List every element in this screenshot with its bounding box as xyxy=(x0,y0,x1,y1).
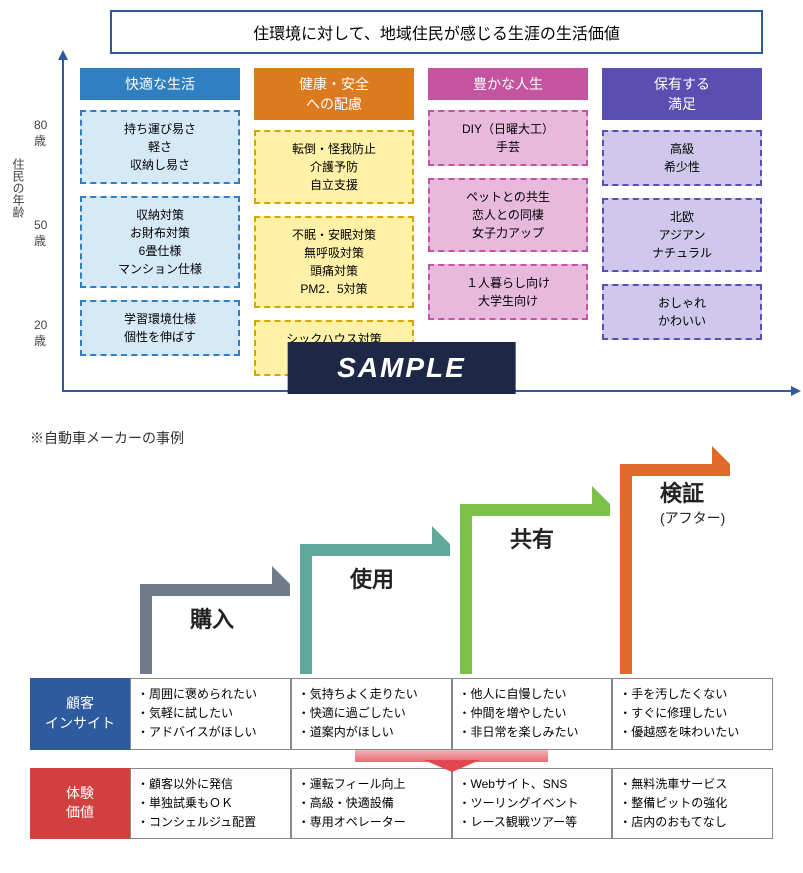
step-bar-vertical xyxy=(460,504,472,674)
top-chart: 住環境に対して、地域住民が感じる生涯の生活価値 住民の年齢 80歳50歳20歳 … xyxy=(0,0,803,398)
grid-cell: 不眠・安眠対策無呼吸対策頭痛対策PM2．5対策 xyxy=(254,216,414,308)
column-header: 健康・安全への配慮 xyxy=(254,68,414,120)
step-triangle-icon xyxy=(712,446,730,464)
top-column: 保有する満足高級希少性北欧アジアンナチュラルおしゃれかわいい xyxy=(602,68,762,388)
grid-cell: １人暮らし向け大学生向け xyxy=(428,264,588,320)
y-tick: 20歳 xyxy=(34,318,47,349)
grid-cell: 北欧アジアンナチュラル xyxy=(602,198,762,272)
stair-steps: 購入 使用 共有 検証(アフター) xyxy=(30,454,773,674)
table-cell: ・手を汚したくない・すぐに修理したい・優越感を味わいたい xyxy=(612,678,773,750)
top-title: 住環境に対して、地域住民が感じる生涯の生活価値 xyxy=(110,10,763,54)
bottom-diagram: ※自動車メーカーの事例 購入 使用 共有 検証(アフター) 顧客インサイト・周囲に褒め… xyxy=(0,398,803,859)
grid-cell: 収納対策お財布対策6畳仕様マンション仕様 xyxy=(80,196,240,288)
step-label: 購入 xyxy=(190,602,234,634)
grid-cell: 持ち運び易さ軽さ収納し易さ xyxy=(80,110,240,184)
table-row: 体験価値・顧客以外に発信・単独試乗もＯＫ・コンシェルジュ配置・運転フィール向上・… xyxy=(30,768,773,840)
y-tick: 50歳 xyxy=(34,218,47,249)
step-bar-horizontal xyxy=(460,504,610,516)
column-header: 豊かな人生 xyxy=(428,68,588,100)
top-grid: 住民の年齢 80歳50歳20歳 快適な生活持ち運び易さ軽さ収納し易さ収納対策お財… xyxy=(60,68,773,388)
step-label: 使用 xyxy=(350,562,394,594)
step-label: 共有 xyxy=(510,522,554,554)
step-sublabel: (アフター) xyxy=(660,508,725,528)
y-tick: 80歳 xyxy=(34,118,47,149)
grid-cell: 学習環境仕様個性を伸ばす xyxy=(80,300,240,356)
row-cells: ・周囲に褒められたい・気軽に試したい・アドバイスがほしい・気持ちよく走りたい・快… xyxy=(130,678,773,750)
table-cell: ・Webサイト、SNS・ツーリングイベント・レース観戦ツアー等 xyxy=(452,768,613,840)
table-cell: ・他人に自慢したい・仲間を増やしたい・非日常を楽しみたい xyxy=(452,678,613,750)
step-bar-horizontal xyxy=(140,584,290,596)
top-columns: 快適な生活持ち運び易さ軽さ収納し易さ収納対策お財布対策6畳仕様マンション仕様学習… xyxy=(60,68,773,388)
down-arrow-icon xyxy=(130,750,773,768)
grid-cell: おしゃれかわいい xyxy=(602,284,762,340)
grid-cell: ペットとの共生恋人との同棲女子力アップ xyxy=(428,178,588,252)
grid-cell: 転倒・怪我防止介護予防自立支援 xyxy=(254,130,414,204)
sample-badge: SAMPLE xyxy=(287,342,516,394)
step-triangle-icon xyxy=(272,566,290,584)
column-header: 保有する満足 xyxy=(602,68,762,120)
grid-cell: DIY（日曜大工）手芸 xyxy=(428,110,588,166)
step-bar-vertical xyxy=(620,464,632,674)
top-column: 健康・安全への配慮転倒・怪我防止介護予防自立支援不眠・安眠対策無呼吸対策頭痛対策… xyxy=(254,68,414,388)
row-label: 顧客インサイト xyxy=(30,678,130,750)
grid-cell: 高級希少性 xyxy=(602,130,762,186)
top-column: 豊かな人生 DIY（日曜大工）手芸ペットとの共生恋人との同棲女子力アップ １人暮らし… xyxy=(428,68,588,388)
step-triangle-icon xyxy=(592,486,610,504)
table-cell: ・顧客以外に発信・単独試乗もＯＫ・コンシェルジュ配置 xyxy=(130,768,291,840)
table-cell: ・周囲に褒められたい・気軽に試したい・アドバイスがほしい xyxy=(130,678,291,750)
case-note: ※自動車メーカーの事例 xyxy=(30,428,773,448)
bottom-tables: 顧客インサイト・周囲に褒められたい・気軽に試したい・アドバイスがほしい・気持ちよ… xyxy=(30,678,773,839)
column-header: 快適な生活 xyxy=(80,68,240,100)
step-label: 検証(アフター) xyxy=(660,476,725,528)
top-column: 快適な生活持ち運び易さ軽さ収納し易さ収納対策お財布対策6畳仕様マンション仕様学習… xyxy=(80,68,240,388)
step-bar-vertical xyxy=(300,544,312,674)
table-row: 顧客インサイト・周囲に褒められたい・気軽に試したい・アドバイスがほしい・気持ちよ… xyxy=(30,678,773,750)
table-cell: ・気持ちよく走りたい・快適に過ごしたい・道案内がほしい xyxy=(291,678,452,750)
step-triangle-icon xyxy=(432,526,450,544)
y-axis-label: 住民の年齢 xyxy=(10,158,27,218)
step-bar-horizontal xyxy=(300,544,450,556)
row-cells: ・顧客以外に発信・単独試乗もＯＫ・コンシェルジュ配置・運転フィール向上・高級・快… xyxy=(130,768,773,840)
table-cell: ・無料洗車サービス・整備ピットの強化・店内のおもてなし xyxy=(612,768,773,840)
step-bar-vertical xyxy=(140,584,152,674)
step-bar-horizontal xyxy=(620,464,730,476)
table-cell: ・運転フィール向上・高級・快適設備・専用オペレーター xyxy=(291,768,452,840)
row-label: 体験価値 xyxy=(30,768,130,840)
